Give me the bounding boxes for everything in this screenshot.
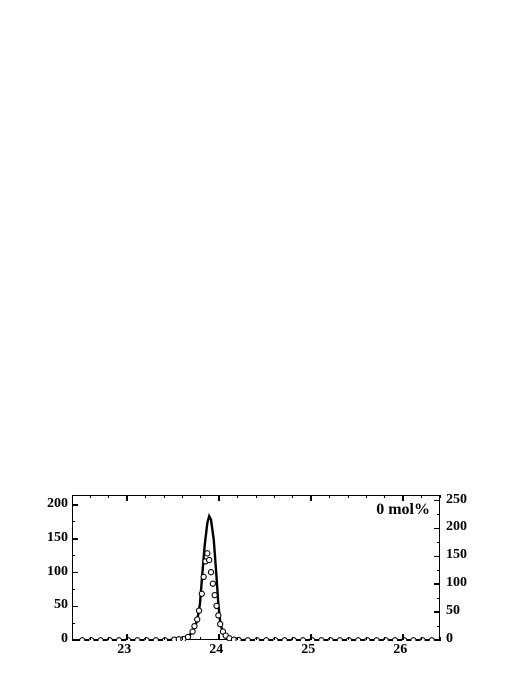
data-marker bbox=[201, 574, 206, 579]
y-right-tick-label: 100 bbox=[446, 575, 467, 591]
figure: heat capacity [kJ/mol·K] α [10-3 K-1] te… bbox=[0, 0, 527, 685]
data-marker bbox=[195, 617, 200, 622]
y-right-tick-label: 0 bbox=[446, 631, 453, 647]
y-left-tick-label: 100 bbox=[47, 564, 68, 580]
data-marker bbox=[153, 638, 158, 641]
data-marker bbox=[282, 638, 287, 641]
data-marker bbox=[196, 608, 201, 613]
data-marker bbox=[300, 638, 305, 641]
y-left-tick-label: 50 bbox=[54, 597, 68, 613]
data-marker bbox=[205, 551, 210, 556]
data-marker bbox=[337, 638, 342, 641]
data-marker bbox=[212, 593, 217, 598]
y-right-tick-label: 50 bbox=[446, 603, 460, 619]
y-right-tick-label: 200 bbox=[446, 519, 467, 535]
x-tick-label: 26 bbox=[393, 642, 407, 658]
data-marker bbox=[214, 603, 219, 608]
data-marker bbox=[392, 638, 397, 641]
y-left-tick-label: 0 bbox=[61, 631, 68, 647]
data-marker bbox=[116, 638, 121, 641]
panel-p0: 23 24 25 26 0 50 100 150 200 0 50 100 150 200 250 0 mol… bbox=[0, 0, 527, 685]
data-marker bbox=[98, 638, 103, 641]
data-marker bbox=[208, 570, 213, 575]
data-marker bbox=[264, 638, 269, 641]
data-marker bbox=[245, 638, 250, 641]
data-marker bbox=[207, 557, 212, 562]
x-tick-label: 24 bbox=[209, 642, 223, 658]
data-marker bbox=[210, 581, 215, 586]
data-marker bbox=[319, 638, 324, 641]
data-marker bbox=[216, 613, 221, 618]
data-marker bbox=[218, 622, 223, 627]
data-marker bbox=[411, 638, 416, 641]
y-right-tick-label: 250 bbox=[446, 492, 467, 508]
y-right-tick-label: 150 bbox=[446, 547, 467, 563]
data-marker bbox=[80, 638, 85, 641]
data-marker bbox=[135, 638, 140, 641]
fit-curve bbox=[73, 516, 441, 640]
x-tick-label: 23 bbox=[117, 642, 131, 658]
data-marker bbox=[190, 629, 195, 634]
y-left-tick-label: 200 bbox=[47, 496, 68, 512]
y-left-tick-label: 150 bbox=[47, 530, 68, 546]
data-marker bbox=[356, 638, 361, 641]
data-marker bbox=[185, 634, 190, 639]
panel-concentration-label: 0 mol% bbox=[376, 501, 430, 519]
x-tick-label: 25 bbox=[301, 642, 315, 658]
data-marker bbox=[192, 624, 197, 629]
data-marker bbox=[199, 591, 204, 596]
data-marker bbox=[374, 638, 379, 641]
